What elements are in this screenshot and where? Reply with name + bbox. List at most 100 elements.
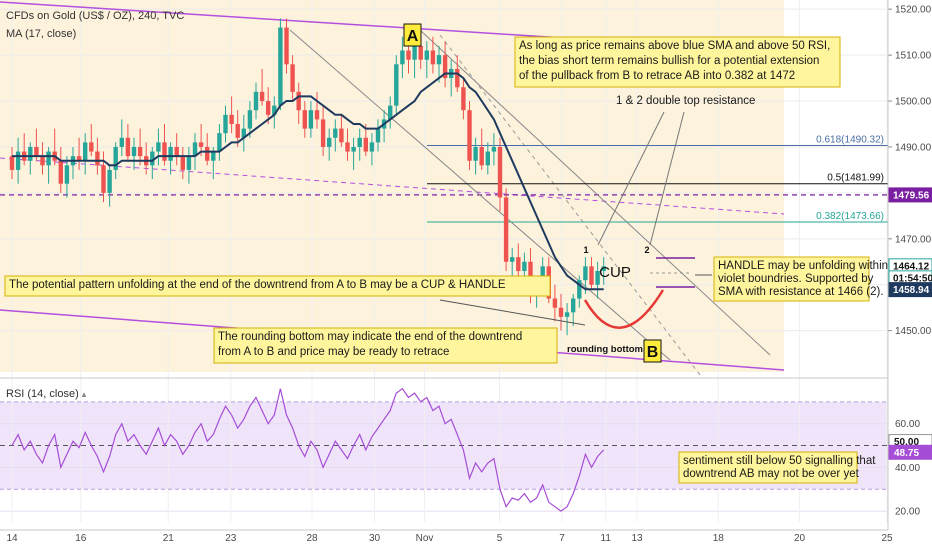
pattern-label: rounding bottom xyxy=(567,344,643,355)
rsi-tick-label: 20.00 xyxy=(895,507,920,518)
candle-body xyxy=(235,124,240,138)
candle-body xyxy=(577,280,582,299)
x-tick-label: Nov xyxy=(416,533,434,544)
candle-body xyxy=(314,110,320,120)
annotation-text-bias: of the pullback from B to retrace AB int… xyxy=(519,70,795,82)
rsi-line xyxy=(11,387,605,512)
x-tick-label: 11 xyxy=(601,533,612,544)
candle-body xyxy=(76,156,82,161)
annotation-box-sentiment xyxy=(678,451,858,484)
rsi-label-box xyxy=(888,444,932,460)
candle-body xyxy=(192,142,198,157)
candle-body xyxy=(174,146,179,157)
candle-body xyxy=(241,128,246,138)
arrow-rounding xyxy=(439,299,586,326)
annotation-box-handle xyxy=(713,256,870,302)
candle-body xyxy=(327,137,332,147)
candle-body xyxy=(430,50,436,65)
candle-body xyxy=(485,151,490,166)
rsi-tick-label: 40.00 xyxy=(895,463,920,474)
candle-body xyxy=(564,312,570,317)
rsi-tick-label: 60.00 xyxy=(895,419,920,430)
symbol-title: CFDs on Gold (US$ / OZ), 240, TVC xyxy=(6,10,184,22)
candle-body xyxy=(9,156,15,170)
candle-body xyxy=(558,307,564,317)
price-label-text: 01:54:50 xyxy=(893,273,932,284)
candle-body xyxy=(467,110,472,161)
annotation-text-pattern: The potential pattern unfolding at the e… xyxy=(9,279,506,291)
candle-body xyxy=(442,55,448,79)
x-tick-label: 16 xyxy=(75,533,87,544)
price-label-text: 1479.56 xyxy=(893,190,930,201)
candle-body xyxy=(162,142,167,161)
ma-label: MA (17, close) xyxy=(6,28,76,40)
x-tick-label: 25 xyxy=(881,533,893,544)
candle-body xyxy=(351,146,356,152)
candle-body xyxy=(333,128,338,138)
candle-body xyxy=(40,156,45,166)
candle-body xyxy=(46,151,51,166)
candle-body xyxy=(125,137,131,157)
rounding-bottom-curve xyxy=(583,289,665,329)
fib-label: 0.5(1481.99) xyxy=(827,173,884,184)
annotation-box-pattern xyxy=(4,275,551,297)
candle-body xyxy=(320,119,326,147)
candle-body xyxy=(503,197,509,262)
candle-body xyxy=(107,169,112,193)
price-tick-label: 1470.00 xyxy=(895,234,932,245)
annotation-text-handle: HANDLE may be unfolding within xyxy=(718,260,888,272)
candle-body xyxy=(491,146,497,152)
rsi-label-text: 50.00 xyxy=(894,437,919,448)
annotation-text-bias: As long as price remains above blue SMA … xyxy=(519,40,830,52)
candle-body xyxy=(461,87,466,111)
arrow-double-top-1 xyxy=(597,111,665,246)
candle-body xyxy=(302,110,307,129)
annotation-text-double-top: 1 & 2 double top resistance xyxy=(616,95,755,107)
candle-body xyxy=(510,257,515,262)
x-tick-label: 21 xyxy=(163,533,175,544)
rsi-label-text: 48.75 xyxy=(894,448,919,459)
candle-body xyxy=(113,146,118,170)
candle-body xyxy=(247,110,253,129)
candle-body xyxy=(473,146,478,161)
candle-body xyxy=(198,142,204,147)
candle-body xyxy=(375,128,381,143)
candle-body xyxy=(83,142,88,161)
annotation-text-bias: the bias short term remains bullish for … xyxy=(519,55,819,67)
candle-body xyxy=(601,266,606,271)
candle-body xyxy=(58,160,63,184)
candle-body xyxy=(522,261,527,271)
annotation-box-rounding xyxy=(213,327,558,364)
candle-body xyxy=(168,146,173,161)
candle-body xyxy=(339,128,344,143)
price-tick-label: 1490.00 xyxy=(895,142,932,153)
annotation-text-rounding: The rounding bottom may indicate the end… xyxy=(218,331,522,343)
point-box-b xyxy=(643,339,662,363)
candle-body xyxy=(229,114,234,124)
x-tick-label: 7 xyxy=(559,533,565,544)
candle-body xyxy=(455,68,460,88)
candle-body xyxy=(497,146,503,198)
candle-body xyxy=(180,156,185,170)
price-label-box xyxy=(888,187,932,203)
dashed-trend-line xyxy=(0,157,785,215)
candle-body xyxy=(571,298,576,313)
candle-body xyxy=(186,156,192,170)
price-label-box xyxy=(888,282,932,298)
annotation-text-sentiment: downtrend AB may not be over yet xyxy=(683,468,860,480)
candle-body xyxy=(223,114,228,134)
sma-line xyxy=(12,72,604,291)
annotation-text-handle: SMA with resistance at 1466 (2). xyxy=(718,286,884,298)
x-tick-label: 14 xyxy=(6,533,18,544)
price-tick-label: 1450.00 xyxy=(895,326,932,337)
candle-body xyxy=(516,257,521,271)
price-label-text: 1458.94 xyxy=(893,285,930,296)
candle-body xyxy=(363,137,368,152)
candle-body xyxy=(418,45,423,60)
annotation-text-handle: violet boundries. Supported by xyxy=(718,273,874,285)
pattern-label: CUP xyxy=(599,264,631,281)
candle-body xyxy=(357,137,362,147)
candle-body xyxy=(150,151,155,166)
